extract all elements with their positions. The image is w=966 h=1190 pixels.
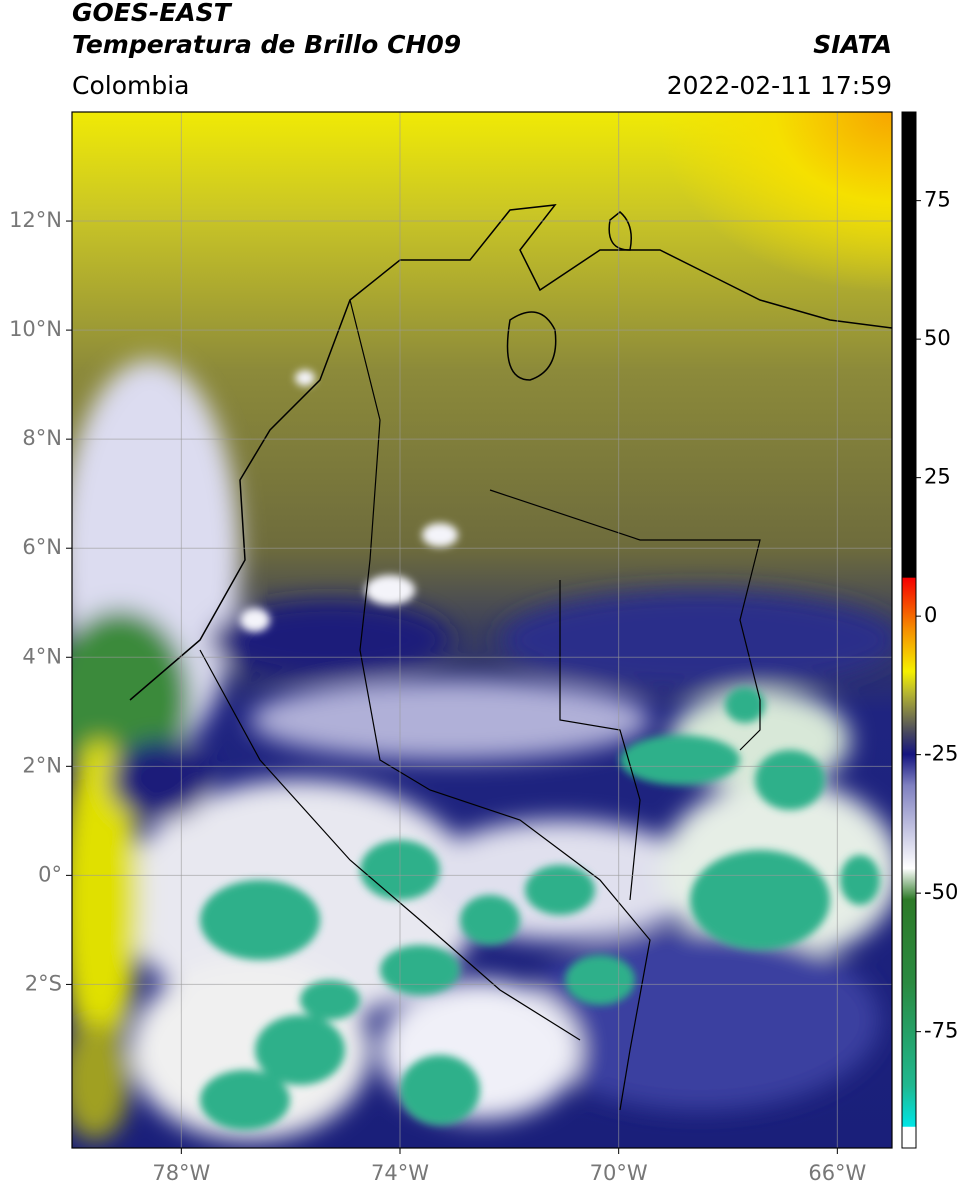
borders xyxy=(199,299,761,1111)
colorbar-tick-label: -50 xyxy=(924,880,958,904)
x-tick-label: 74°W xyxy=(371,1161,429,1185)
colorbar-tick-label: -75 xyxy=(924,1019,958,1043)
cold-core xyxy=(525,865,595,915)
cold-core xyxy=(300,980,360,1020)
x-tick-label: 78°W xyxy=(152,1161,210,1185)
y-tick-label: 2°N xyxy=(22,753,62,777)
y-tick-label: 2°S xyxy=(25,971,62,995)
cloud xyxy=(110,740,210,820)
x-tick-label: 66°W xyxy=(808,1161,866,1185)
cloud xyxy=(500,590,892,690)
source: SIATA xyxy=(813,30,892,59)
cold-core xyxy=(460,895,520,945)
cold-core xyxy=(255,1015,345,1085)
cold-core xyxy=(365,575,415,605)
satellite-image xyxy=(72,112,892,1148)
cold-core xyxy=(200,880,320,960)
cloud xyxy=(72,1020,130,1140)
cold-core xyxy=(690,850,830,950)
cold-cores xyxy=(200,370,880,1130)
satellite: GOES-EAST xyxy=(72,0,233,27)
colorbar-tick-label: 0 xyxy=(924,603,937,627)
y-tick-label: 10°N xyxy=(9,317,62,341)
x-tick-label: 70°W xyxy=(590,1161,648,1185)
cold-core xyxy=(840,855,880,905)
colorbar-tick-label: 50 xyxy=(924,326,951,350)
cold-core xyxy=(400,1055,480,1125)
cold-core xyxy=(565,955,635,1005)
datetime: 2022-02-11 17:59 xyxy=(667,71,892,100)
y-tick-label: 4°N xyxy=(22,644,62,668)
cold-core xyxy=(422,523,458,547)
y-tick-label: 0° xyxy=(38,862,62,886)
y-tick-label: 6°N xyxy=(22,535,62,559)
cold-core xyxy=(200,1070,290,1130)
grid xyxy=(72,112,892,1148)
region: Colombia xyxy=(72,71,189,100)
coastline xyxy=(129,204,892,701)
coastline xyxy=(506,211,632,381)
colorbar-tick-label: -25 xyxy=(924,742,958,766)
cold-core xyxy=(295,370,315,386)
colorbar-tick-label: 25 xyxy=(924,465,951,489)
map-frame xyxy=(71,111,893,1149)
title: Temperatura de Brillo CH09 xyxy=(72,30,461,59)
cold-core xyxy=(755,750,825,810)
cold-core xyxy=(725,687,765,723)
cloud xyxy=(250,680,650,760)
y-tick-label: 8°N xyxy=(22,426,62,450)
cloud xyxy=(72,740,140,1060)
cold-core xyxy=(380,945,460,995)
y-tick-label: 12°N xyxy=(9,208,62,232)
warm-area xyxy=(500,112,892,412)
cold-core xyxy=(620,735,740,785)
cold-core xyxy=(240,608,270,632)
cloud xyxy=(520,930,880,1110)
colorbar-tick-label: 75 xyxy=(924,188,951,212)
colorbar xyxy=(901,111,917,1149)
